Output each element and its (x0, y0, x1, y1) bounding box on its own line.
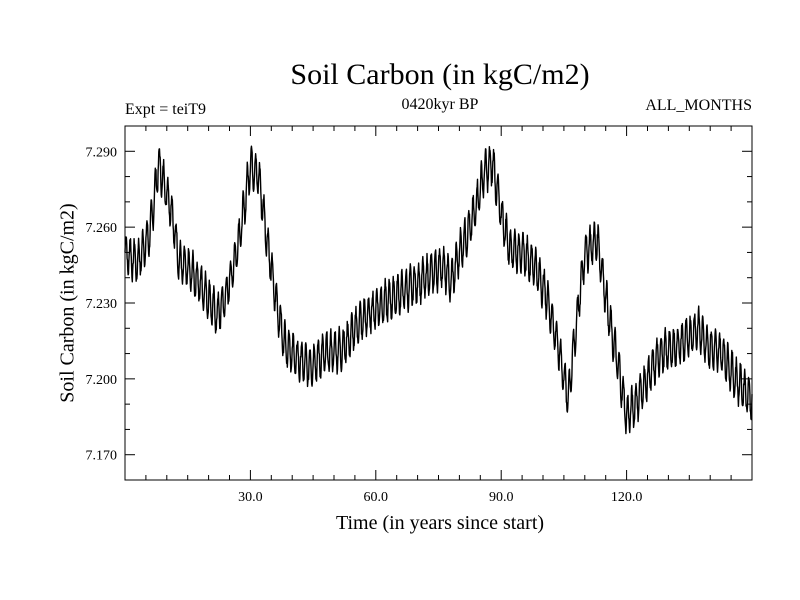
y-tick-label: 7.200 (86, 373, 118, 388)
y-tick-label: 7.170 (86, 449, 118, 464)
x-tick-label: 90.0 (489, 490, 514, 505)
x-tick-label: 120.0 (611, 490, 643, 505)
y-tick-label: 7.290 (86, 145, 118, 160)
months-annotation: ALL_MONTHS (645, 97, 752, 114)
x-axis-label: Time (in years since start) (335, 512, 545, 534)
y-tick-label: 7.230 (86, 297, 118, 312)
x-tick-label: 30.0 (238, 490, 263, 505)
data-series (124, 145, 753, 435)
x-tick-label: 60.0 (364, 490, 389, 505)
y-tick-label: 7.260 (86, 221, 118, 236)
axis-ticks: 30.0 60.0 90.0 120.0 7.170 7.200 7.230 7.260 7.2… (86, 126, 752, 505)
chart-subtitle: 0420kyr BP (401, 96, 479, 113)
experiment-annotation: Expt = teiT9 (125, 101, 207, 118)
chart-title: Soil Carbon (in kgC/m2) (290, 58, 590, 91)
series-line-soil-carbon (124, 145, 753, 435)
